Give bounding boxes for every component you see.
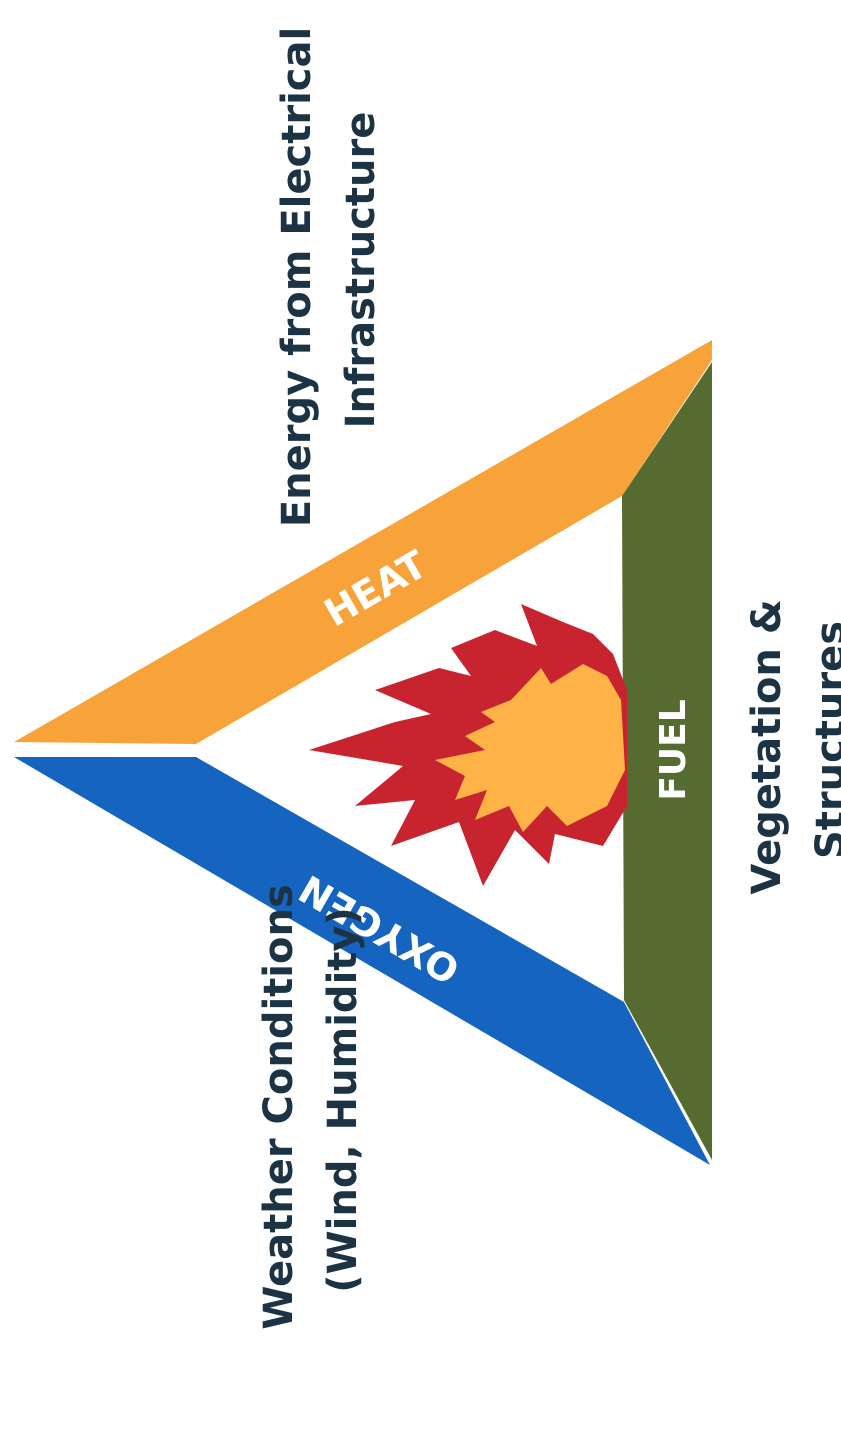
heat-caption-line2: Infrastructure [338,112,384,429]
fuel-caption-line1: Vegetation & [744,599,790,894]
heat-caption-line1: Energy from Electrical [274,27,320,527]
flame-icon [309,604,627,886]
fuel-segment [622,362,712,1160]
fuel-caption-line2: Structures [808,621,841,859]
oxygen-segment [14,757,710,1165]
flame-inner-shape [435,664,625,832]
fuel-caption: Vegetation & Structures [744,585,841,894]
heat-caption: Energy from Electrical Infrastructure [274,13,384,527]
flame-outer-shape [309,604,627,886]
fuel-segment-label: FUEL [653,699,694,800]
heat-segment [14,340,712,744]
oxygen-caption-line2: (Wind, Humidity) [320,907,366,1293]
oxygen-caption: Weather Conditions (Wind, Humidity) [256,870,366,1329]
oxygen-caption-line1: Weather Conditions [256,884,302,1329]
